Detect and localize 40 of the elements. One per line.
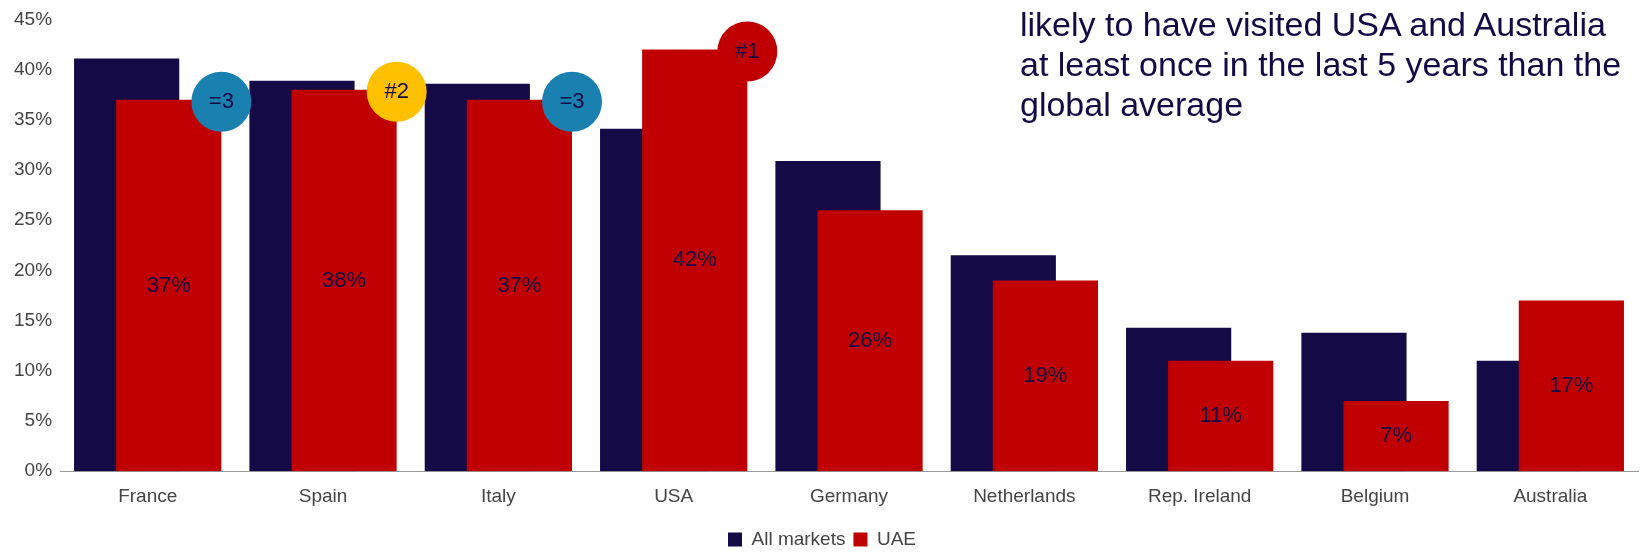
legend-label: All markets: [751, 527, 846, 549]
bar: [1518, 300, 1624, 472]
bar: [1168, 360, 1274, 472]
y-tick-label: 30%: [14, 158, 53, 180]
x-tick-label: Germany: [809, 484, 889, 506]
y-tick-label: 15%: [14, 308, 53, 330]
annotation: #1: [735, 37, 760, 63]
bar: [817, 210, 923, 472]
data-label: 19%: [1023, 361, 1068, 387]
annotation: =3: [208, 87, 234, 113]
x-tick-label: Italy: [480, 484, 517, 506]
data-label: 11%: [1199, 402, 1242, 428]
data-label: 7%: [1380, 422, 1412, 448]
annotation: likely to have visited USA and Australia at least once in the last 5 years than the global average: [1020, 4, 1623, 124]
x-tick-label: France: [118, 484, 178, 506]
y-tick-label: 25%: [14, 208, 53, 230]
data-label: 37%: [497, 271, 542, 297]
data-label: 26%: [848, 326, 893, 352]
y-tick-label: 20%: [14, 258, 53, 280]
annotation: =3: [559, 87, 585, 113]
data-label: 38%: [322, 266, 367, 292]
data-label: 37%: [146, 271, 191, 297]
y-tick-label: 5%: [24, 409, 53, 431]
y-tick-label: 35%: [14, 108, 53, 130]
bar: [992, 280, 1098, 472]
y-tick-label: 0%: [24, 459, 53, 481]
annotation: #2: [384, 77, 409, 103]
data-label: 42%: [672, 246, 717, 272]
x-tick-label: Australia: [1513, 484, 1588, 506]
y-tick-label: 40%: [14, 57, 53, 79]
x-tick-label: USA: [654, 484, 694, 506]
y-tick-label: 45%: [14, 7, 53, 29]
bar: [1343, 400, 1449, 472]
x-tick-label: Spain: [298, 484, 348, 506]
legend-label: UAE: [876, 527, 917, 549]
y-tick-label: 10%: [14, 359, 53, 381]
x-tick-label: Netherlands: [973, 484, 1076, 506]
data-label: 17%: [1549, 371, 1594, 397]
x-tick-label: Rep. Ireland: [1147, 484, 1252, 506]
x-tick-label: Belgium: [1340, 484, 1410, 506]
